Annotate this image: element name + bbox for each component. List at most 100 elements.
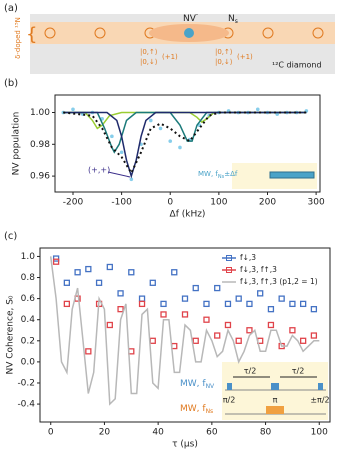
y-tick-label: 0.8 bbox=[21, 273, 36, 283]
data-point bbox=[257, 290, 264, 297]
fit-line bbox=[63, 111, 307, 179]
data-point bbox=[224, 321, 232, 329]
inset-sub: Ns bbox=[218, 174, 225, 180]
data-point bbox=[310, 306, 318, 313]
data-point bbox=[267, 306, 275, 313]
inset-text: MW, f bbox=[180, 379, 206, 389]
inset-pulse-label: π bbox=[273, 396, 278, 405]
nv-center bbox=[184, 28, 194, 38]
annotation-arrow bbox=[107, 171, 131, 178]
data-point bbox=[95, 279, 103, 286]
data-point bbox=[110, 134, 114, 139]
x-tick-label: 200 bbox=[259, 198, 276, 208]
data-point bbox=[52, 255, 60, 262]
nv-text: NV bbox=[183, 14, 197, 24]
y-axis-label: NV population bbox=[12, 112, 22, 176]
data-point bbox=[235, 337, 242, 344]
data-point bbox=[192, 284, 199, 292]
data-point bbox=[310, 332, 318, 339]
ket-value: (+1) bbox=[162, 53, 178, 61]
data-point bbox=[181, 295, 189, 302]
data-point bbox=[203, 316, 210, 323]
y-axis-label: NV Coherence, S₀ bbox=[6, 295, 16, 374]
data-point bbox=[138, 300, 146, 308]
doped-text: δ-doped bbox=[14, 30, 22, 59]
panel-tag: (b) bbox=[4, 78, 18, 89]
legend-label: f↓,3, f↑,3 (p1,2 = 1) bbox=[240, 277, 318, 286]
data-point bbox=[299, 300, 307, 308]
x-tick-label: 0 bbox=[167, 198, 173, 208]
inset-sub: Ns bbox=[206, 408, 214, 415]
panel-a: (a) δ-doped ¹⁵N { NV- Ns |0,↑⟩ |0,↓⟩ (+1… bbox=[4, 3, 335, 74]
y-tick-label: 1.00 bbox=[30, 108, 50, 118]
inset-pulse-label: τ/2 bbox=[244, 367, 257, 376]
y-tick-label: 0.0 bbox=[21, 357, 36, 367]
data-point bbox=[181, 311, 189, 318]
ket-value: (+1) bbox=[237, 53, 253, 61]
y-tick-label: -0.2 bbox=[17, 378, 35, 388]
y-tick-label: 0.6 bbox=[21, 294, 36, 304]
panel-tag: (c) bbox=[4, 231, 17, 242]
data-point bbox=[289, 300, 296, 308]
data-point bbox=[128, 269, 135, 276]
data-point bbox=[106, 263, 113, 271]
ket: |0,↑⟩ bbox=[140, 48, 158, 56]
data-point bbox=[74, 269, 81, 276]
kets: |0,↑⟩ |0,↓⟩ (+1) |0,↑⟩ |0,↓⟩ (+1) bbox=[140, 48, 253, 66]
inset-text: MW, f bbox=[198, 170, 218, 178]
brace: { bbox=[26, 24, 37, 45]
data-point bbox=[246, 327, 253, 334]
panel-tag: (a) bbox=[4, 3, 18, 14]
data-point bbox=[71, 107, 75, 112]
x-tick-label: 20 bbox=[99, 428, 111, 438]
data-point bbox=[148, 118, 153, 123]
data-point bbox=[255, 107, 260, 112]
inset-label: MW, fNV bbox=[180, 379, 215, 390]
data-point bbox=[168, 139, 173, 143]
data-point bbox=[160, 311, 167, 318]
pulse bbox=[318, 383, 323, 390]
y-tick-label: 0.96 bbox=[30, 172, 50, 182]
data-point bbox=[63, 279, 71, 286]
x-tick-label: 300 bbox=[308, 198, 325, 208]
x-tick-label: -100 bbox=[111, 198, 132, 208]
data-point bbox=[203, 300, 210, 308]
inset-text: MW, f bbox=[180, 404, 206, 414]
doped-n: ¹⁵N bbox=[14, 17, 22, 28]
y-tick-label: 0.98 bbox=[30, 140, 50, 150]
y-tick-label: -0.4 bbox=[17, 400, 35, 410]
x-axis-label: τ (μs) bbox=[172, 440, 198, 450]
y-tick-label: 1.0 bbox=[21, 252, 36, 262]
x-axis-label: Δf (kHz) bbox=[170, 210, 206, 220]
data-point bbox=[149, 279, 156, 286]
data-point bbox=[52, 258, 60, 265]
plot-frame bbox=[54, 94, 321, 193]
x-tick-label: 40 bbox=[152, 428, 164, 438]
inset-pulse-label: τ/2 bbox=[292, 367, 305, 376]
data-point bbox=[119, 150, 124, 155]
x-tick-label: 100 bbox=[210, 198, 227, 208]
ns-sub: s bbox=[235, 18, 238, 25]
legend-marker bbox=[226, 255, 232, 261]
data-point bbox=[85, 348, 92, 355]
inset-tail: ±Δf bbox=[224, 170, 238, 178]
ket: |0,↓⟩ bbox=[215, 58, 233, 66]
data-point bbox=[224, 300, 232, 308]
data-point bbox=[171, 269, 178, 276]
inset-pulse bbox=[269, 171, 315, 179]
data-point bbox=[246, 300, 253, 308]
data-point bbox=[214, 332, 221, 339]
data-point bbox=[192, 337, 199, 344]
data-point bbox=[85, 265, 92, 273]
plot-area bbox=[61, 107, 309, 182]
data-point bbox=[138, 295, 146, 302]
data-point bbox=[289, 327, 296, 334]
x-tick-label: 80 bbox=[260, 428, 272, 438]
fit-line bbox=[49, 256, 320, 406]
y-tick-label: 0.4 bbox=[21, 315, 36, 325]
pulse bbox=[271, 383, 279, 390]
data-point bbox=[178, 145, 182, 150]
x-tick-label: 0 bbox=[48, 428, 54, 438]
data-point bbox=[158, 126, 163, 131]
